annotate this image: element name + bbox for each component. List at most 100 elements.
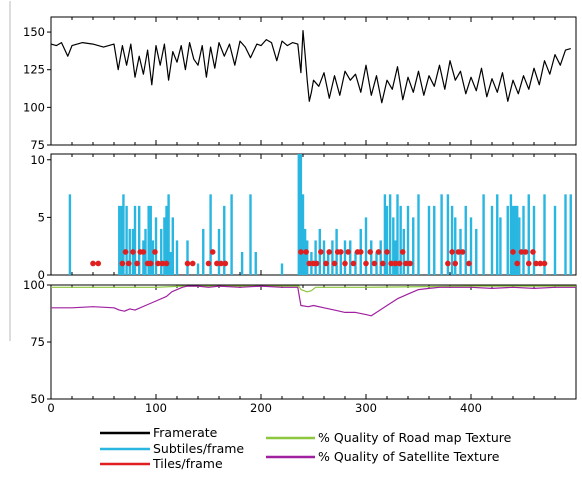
tiles-panel-ytick-label: 10 [30, 153, 45, 167]
legend-entry-tiles: Tiles/frame [100, 456, 223, 471]
point-tiles [514, 260, 520, 267]
point-tiles [313, 260, 320, 267]
point-tiles [155, 260, 161, 267]
bar-subtiles [154, 217, 158, 275]
point-tiles [303, 249, 309, 255]
bar-subtiles [399, 205, 402, 275]
bar-subtiles [454, 217, 457, 275]
bar-subtiles [147, 205, 150, 275]
bar-subtiles [370, 240, 373, 275]
point-tiles [518, 249, 525, 255]
series-subtiles-frame [68, 154, 572, 275]
point-tiles [407, 260, 413, 267]
bar-subtiles [249, 194, 252, 275]
point-tiles [130, 249, 136, 255]
series-quality-of-road-map-texture [51, 285, 576, 293]
bar-subtiles [138, 205, 141, 275]
bar-subtiles [433, 205, 436, 275]
line-quality-of-road-map-texture [51, 285, 576, 293]
point-tiles [159, 260, 166, 267]
bar-subtiles [511, 205, 515, 275]
bar-subtiles [223, 205, 226, 275]
bar-subtiles [427, 205, 431, 275]
bar-subtiles [569, 194, 572, 275]
point-tiles [388, 260, 395, 267]
legend: Framerate Subtiles/frame Tiles/frame % Q… [100, 425, 512, 471]
bar-subtiles [254, 251, 257, 275]
series-tiles-frame [90, 249, 548, 267]
legend-entry-satellite-quality: % Quality of Satellite Texture [266, 449, 500, 464]
bar-subtiles [322, 240, 326, 275]
point-tiles [189, 260, 196, 267]
bar-subtiles [349, 240, 352, 275]
bar-subtiles [133, 205, 137, 275]
bar-subtiles [160, 228, 163, 275]
bar-subtiles [331, 240, 334, 275]
point-tiles [122, 249, 129, 255]
bar-subtiles [125, 205, 128, 275]
bar-subtiles [527, 194, 530, 275]
point-tiles [510, 249, 516, 255]
quality-panel-frame [50, 284, 577, 400]
framerate-panel-ytick-label: 100 [23, 100, 45, 114]
point-tiles [449, 249, 455, 255]
point-tiles [399, 249, 406, 255]
bar-subtiles [128, 228, 131, 275]
quality-panel-ytick-label: 75 [30, 335, 45, 349]
bar-subtiles [186, 240, 189, 275]
bar-subtiles [440, 194, 443, 275]
bar-subtiles [464, 205, 467, 275]
point-tiles [350, 260, 357, 267]
bar-subtiles [509, 194, 513, 275]
bar-subtiles [388, 194, 392, 275]
series-quality-of-satellite-texture [51, 285, 576, 317]
legend-entry-subtiles: Subtiles/frame [100, 441, 244, 456]
bar-subtiles [171, 217, 174, 275]
bar-subtiles [202, 228, 205, 275]
bar-subtiles [196, 263, 200, 275]
bar-subtiles [163, 217, 166, 275]
line-framerate [50, 30, 571, 104]
bar-subtiles [297, 154, 300, 275]
bar-subtiles [230, 194, 233, 275]
bar-subtiles [396, 194, 399, 275]
bar-subtiles [482, 194, 485, 275]
bar-subtiles [68, 194, 72, 275]
point-tiles [218, 260, 224, 267]
bar-subtiles [385, 205, 389, 275]
bar-subtiles [175, 240, 179, 275]
legend-label-framerate: Framerate [153, 425, 218, 440]
bar-subtiles [383, 194, 387, 275]
point-tiles [298, 249, 304, 255]
point-tiles [323, 260, 329, 267]
point-tiles [209, 249, 216, 255]
tiles-panel: 10 5 0 [30, 153, 577, 282]
bar-subtiles [564, 194, 567, 275]
bar-subtiles [469, 217, 473, 275]
bar-subtiles [209, 194, 212, 275]
point-tiles [403, 260, 409, 267]
bar-subtiles [120, 205, 123, 275]
point-tiles [375, 249, 382, 255]
bar-subtiles [518, 217, 521, 275]
bar-subtiles [167, 194, 170, 275]
bar-subtiles [364, 217, 368, 275]
bar-subtiles [379, 240, 382, 275]
legend-label-subtiles: Subtiles/frame [153, 441, 244, 456]
point-tiles [380, 260, 386, 267]
point-tiles [125, 260, 132, 267]
point-tiles [147, 260, 154, 267]
legend-entry-framerate: Framerate [100, 425, 218, 440]
point-tiles [331, 260, 338, 267]
point-tiles [396, 260, 403, 267]
bar-subtiles [151, 240, 155, 275]
line-quality-of-satellite-texture [51, 285, 576, 317]
xtick-label: 200 [250, 401, 272, 415]
point-tiles [533, 260, 539, 267]
quality-panel-ytick-label: 100 [23, 278, 45, 292]
bar-subtiles [280, 263, 284, 275]
bar-subtiles [516, 205, 519, 275]
point-tiles [326, 249, 333, 255]
point-tiles [205, 260, 212, 267]
bar-subtiles [343, 240, 347, 275]
